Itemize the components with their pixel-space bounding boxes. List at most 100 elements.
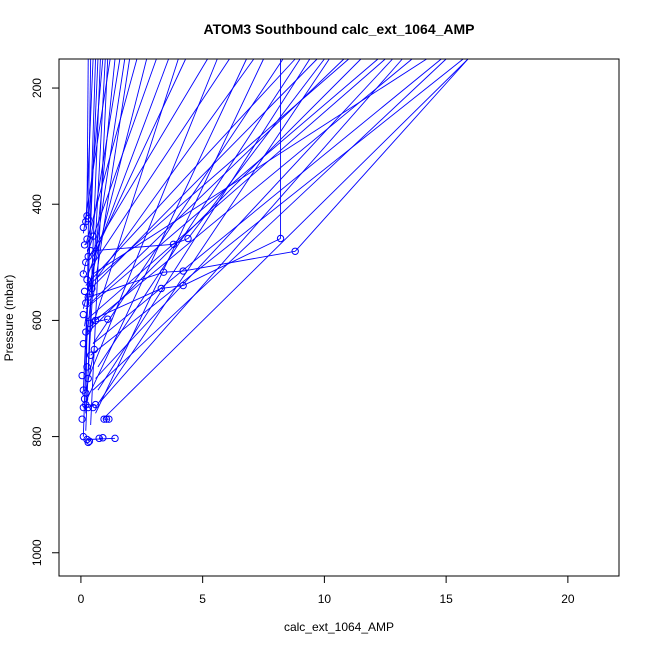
series-line xyxy=(90,58,230,269)
series-line xyxy=(92,58,447,391)
series-line xyxy=(85,58,386,321)
series-line xyxy=(92,58,284,344)
data-point xyxy=(86,351,95,359)
data-point xyxy=(79,270,88,278)
data-point xyxy=(184,234,192,243)
series-line xyxy=(85,58,101,431)
data-point xyxy=(100,415,108,423)
data-point xyxy=(90,345,99,354)
chart-title: ATOM3 Southbound calc_ext_1064_AMP xyxy=(204,21,475,37)
data-point xyxy=(103,315,112,323)
series-line xyxy=(92,58,427,275)
data-point xyxy=(84,403,92,412)
data-point xyxy=(85,319,94,328)
series-line xyxy=(95,58,264,414)
series-line xyxy=(183,250,296,272)
series-line xyxy=(85,58,379,310)
x-tick-label: 15 xyxy=(439,592,453,606)
series-line xyxy=(92,58,442,344)
data-point xyxy=(78,415,86,423)
data-point xyxy=(83,212,91,220)
x-axis: 0 5 10 15 20 xyxy=(78,575,575,606)
data-point xyxy=(291,247,299,255)
data-point xyxy=(84,293,92,301)
data-point xyxy=(83,363,91,371)
data-point xyxy=(78,371,86,380)
series-line xyxy=(97,58,301,368)
y-axis-label: Pressure (mbar) xyxy=(2,275,16,362)
data-point xyxy=(102,415,111,423)
series-line xyxy=(88,271,164,298)
series-line xyxy=(294,58,469,252)
series-points xyxy=(78,212,299,447)
series-line xyxy=(90,58,179,333)
data-point xyxy=(105,415,113,423)
data-point xyxy=(276,234,285,243)
x-tick-label: 20 xyxy=(561,592,575,606)
series-line xyxy=(97,58,311,391)
data-point xyxy=(99,434,107,442)
series-line xyxy=(86,58,89,216)
series-line xyxy=(84,235,94,246)
series-line xyxy=(86,439,90,442)
data-point xyxy=(85,437,94,445)
data-point xyxy=(88,284,96,293)
series-line xyxy=(82,262,87,275)
series-line xyxy=(85,349,95,394)
data-point xyxy=(80,287,89,296)
series-line xyxy=(85,58,296,286)
data-point xyxy=(157,284,165,293)
series-line xyxy=(93,243,174,252)
data-point xyxy=(84,438,92,447)
data-point xyxy=(111,434,119,443)
series-line xyxy=(85,58,247,402)
data-point xyxy=(159,268,168,276)
x-tick-label: 5 xyxy=(199,592,206,606)
series-line xyxy=(87,58,218,379)
y-tick-label: 400 xyxy=(30,194,44,214)
data-point xyxy=(91,400,100,409)
series-line xyxy=(173,238,189,245)
series-line xyxy=(95,58,393,379)
series-line xyxy=(95,58,330,408)
data-point xyxy=(86,246,95,255)
series-line xyxy=(85,58,208,263)
x-tick-label: 10 xyxy=(318,592,332,606)
data-point xyxy=(83,235,91,243)
y-tick-label: 1000 xyxy=(30,539,44,566)
x-axis-label: calc_ext_1064_AMP xyxy=(284,620,394,634)
y-tick-label: 600 xyxy=(30,310,44,330)
series-line xyxy=(88,437,116,440)
data-point xyxy=(89,232,97,240)
series-line xyxy=(82,58,148,309)
series-lines xyxy=(82,58,469,442)
plot-frame xyxy=(58,58,620,577)
data-point xyxy=(84,374,92,383)
series-line xyxy=(90,58,109,425)
data-point xyxy=(95,434,103,443)
series-line xyxy=(102,58,469,420)
series-line xyxy=(92,58,131,298)
y-axis: 200 400 600 800 1000 xyxy=(30,78,60,566)
series-line xyxy=(100,58,403,403)
y-tick-label: 800 xyxy=(30,426,44,446)
series-line xyxy=(87,58,362,333)
series-line xyxy=(90,288,162,321)
data-point xyxy=(179,267,187,275)
y-tick-label: 200 xyxy=(30,78,44,98)
series-line xyxy=(90,58,464,356)
data-point xyxy=(82,389,90,397)
series-line xyxy=(86,279,93,289)
data-point xyxy=(79,339,88,348)
x-tick-label: 0 xyxy=(78,592,85,606)
data-point xyxy=(83,276,91,284)
data-point xyxy=(169,240,178,249)
series-line xyxy=(187,58,325,239)
data-point xyxy=(91,316,100,325)
series-line xyxy=(87,58,104,222)
data-point xyxy=(179,281,187,290)
data-point xyxy=(82,328,90,336)
series-line xyxy=(95,58,255,281)
series-line xyxy=(87,58,318,292)
